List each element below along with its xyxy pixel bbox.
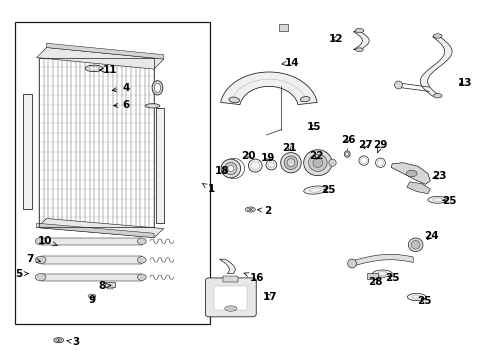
Ellipse shape [427,197,447,203]
Ellipse shape [407,293,425,301]
Text: 4: 4 [112,83,130,93]
Text: 1: 1 [202,184,214,194]
Bar [366,273,377,279]
Ellipse shape [228,97,239,103]
Ellipse shape [221,159,240,178]
Ellipse shape [227,166,233,171]
Ellipse shape [394,81,402,89]
Polygon shape [219,259,235,274]
Ellipse shape [152,81,163,95]
Text: 25: 25 [321,185,335,195]
Polygon shape [220,72,317,105]
Text: 15: 15 [306,122,321,132]
Text: 10: 10 [38,236,58,246]
Text: 7: 7 [26,254,41,264]
Text: 2: 2 [257,206,271,216]
Ellipse shape [344,151,349,157]
Text: 18: 18 [215,166,229,176]
Ellipse shape [300,96,309,102]
Ellipse shape [249,209,251,210]
Ellipse shape [35,274,46,281]
Text: 16: 16 [244,273,264,283]
Text: 6: 6 [113,100,129,110]
Text: 17: 17 [262,292,277,302]
Bar [106,287,113,289]
Ellipse shape [407,238,422,252]
Polygon shape [351,255,412,266]
Bar [223,276,237,282]
Ellipse shape [137,238,146,244]
Ellipse shape [312,158,322,167]
Bar [155,108,164,223]
Ellipse shape [88,294,96,298]
Text: 25: 25 [441,196,455,206]
Ellipse shape [303,150,331,176]
Ellipse shape [58,340,60,341]
Polygon shape [406,182,429,194]
Text: 11: 11 [100,65,117,75]
FancyBboxPatch shape [205,278,256,317]
Text: 8: 8 [98,281,111,291]
Bar [214,286,247,310]
Ellipse shape [154,83,161,92]
Polygon shape [390,163,429,184]
Ellipse shape [308,154,326,171]
Ellipse shape [432,94,441,98]
Ellipse shape [303,186,326,194]
Ellipse shape [224,306,236,311]
Polygon shape [37,219,163,238]
Ellipse shape [35,238,46,245]
Text: 22: 22 [309,150,324,161]
Ellipse shape [284,156,297,170]
Text: 14: 14 [282,58,299,68]
Ellipse shape [265,160,276,170]
Text: 5: 5 [15,269,28,279]
Text: 23: 23 [431,171,446,181]
Ellipse shape [410,240,419,249]
Text: 25: 25 [416,296,431,306]
Ellipse shape [372,270,391,277]
Ellipse shape [354,28,363,33]
Text: 27: 27 [358,140,372,150]
Bar [23,94,32,209]
Ellipse shape [35,256,46,264]
Text: 13: 13 [457,78,472,88]
Text: 19: 19 [260,153,275,163]
Ellipse shape [145,104,160,108]
Bar [15,22,210,324]
Text: 21: 21 [282,143,296,153]
Text: 9: 9 [88,294,95,305]
Text: 26: 26 [340,135,355,145]
Ellipse shape [328,159,336,166]
Text: 24: 24 [423,231,438,241]
Bar [41,238,142,245]
Bar [41,256,142,264]
Ellipse shape [355,48,363,51]
Ellipse shape [347,259,356,268]
Text: 29: 29 [372,140,387,153]
Text: 20: 20 [241,150,255,161]
Text: 3: 3 [66,337,79,347]
Polygon shape [37,223,154,238]
Text: 25: 25 [384,273,399,283]
Ellipse shape [248,159,262,172]
Ellipse shape [137,274,146,280]
Bar [278,24,287,31]
Polygon shape [37,48,163,69]
Bar [41,274,142,281]
Text: 12: 12 [328,33,343,44]
Bar [105,282,115,287]
Polygon shape [353,32,368,50]
Ellipse shape [280,153,301,173]
Ellipse shape [224,162,236,175]
Polygon shape [46,43,163,59]
Bar [39,58,154,227]
Ellipse shape [406,170,416,177]
Ellipse shape [432,34,441,38]
Ellipse shape [286,159,294,167]
Ellipse shape [137,257,146,263]
Polygon shape [420,37,451,96]
Ellipse shape [345,153,348,156]
Text: 28: 28 [367,276,382,287]
